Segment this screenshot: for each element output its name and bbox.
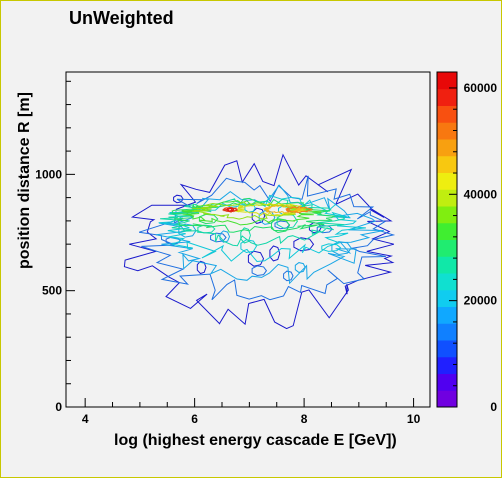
colorbar-band [437,356,457,374]
contour-line [138,175,396,301]
chart-title: UnWeighted [69,8,174,28]
colorbar-band [437,206,457,224]
colorbar-band [437,373,457,391]
colorbar-band [437,105,457,123]
x-tick-label: 4 [82,412,89,426]
colorbar-tick-label: 20000 [464,294,498,308]
contour-island [198,213,219,225]
colorbar-frame [436,71,458,408]
y-axis: 0 500 1000 [35,80,75,414]
colorbar-band [437,273,457,291]
contour-island [196,260,207,275]
colorbar: 0 20000 40000 60000 [436,71,498,414]
y-tick-label: 1000 [35,167,62,181]
contour-line [123,153,395,330]
x-tick-label: 8 [301,412,308,426]
colorbar-band [437,139,457,157]
contour-island [271,218,291,234]
contour-island [247,250,265,267]
colorbar-band [437,239,457,257]
colorbar-tick-label: 60000 [464,81,498,95]
y-axis-title: position distance R [m] [16,92,33,269]
x-axis-title: log (highest energy cascade E [GeV]) [114,432,397,449]
colorbar-band [437,289,457,307]
contour-island [240,227,251,244]
colorbar-band [437,390,457,408]
contour-island [283,270,294,282]
contour-line [285,206,313,214]
contour-island [293,237,315,252]
colorbar-band [437,189,457,207]
contour-line [225,207,235,213]
contour-island [294,262,306,273]
contour-line [156,184,384,285]
contour-island [240,239,258,254]
colorbar-band [437,122,457,140]
colorbar-band [437,256,457,274]
y-tick-label: 0 [55,400,62,414]
colorbar-band [437,222,457,240]
colorbar-band [437,340,457,358]
x-tick-label: 6 [191,412,198,426]
colorbar-band [437,72,457,90]
x-axis: 4 6 8 10 [82,398,421,426]
contour-island [269,245,281,262]
colorbar-band [437,306,457,324]
colorbar-band [437,155,457,173]
contour-island [321,243,342,252]
colorbar-band [437,323,457,341]
colorbar-band [437,172,457,190]
contour-lines [123,153,396,330]
colorbar-tick-label: 0 [490,400,497,414]
contour-island [331,241,352,256]
contour-island [251,265,268,277]
x-tick-label: 10 [407,412,421,426]
contour-line [158,194,366,263]
plot-frame [65,71,431,408]
contour-island [197,224,216,234]
colorbar-tick-label: 40000 [464,187,498,201]
y-tick-label: 500 [42,284,62,298]
colorbar-band [437,88,457,106]
contour-island [173,194,184,204]
